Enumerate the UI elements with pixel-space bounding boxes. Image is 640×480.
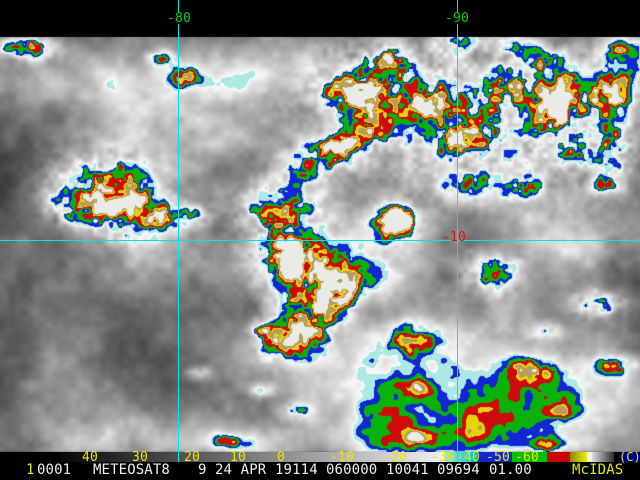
meridian-gridline [178,0,179,462]
colorbar-tick: 0 [277,450,286,465]
parallel-gridline [0,240,640,241]
image-id: 0001 [37,462,72,478]
status-field: 9 [198,462,207,478]
colorbar-tick: 20 [184,450,201,465]
parallel-label: -10 [442,230,467,245]
meridian-label: -80 [166,11,193,26]
colorbar-tick: -20 [383,450,408,465]
temperature-colorbar [0,452,640,462]
colorbar-tick: -60 [515,450,540,465]
status-field: 10041 [386,462,429,478]
status-field: 19114 [275,462,318,478]
colorbar-tick: -30 [431,450,456,465]
colorbar-tick: 40 [82,450,99,465]
colorbar-tick: -40 [456,450,481,465]
meridian-gridline [457,0,458,462]
colorbar-tick: -50 [486,450,511,465]
status-field: 24 APR [215,462,267,478]
frame-number: 1 [26,462,35,478]
satellite-name: METEOSAT8 [93,462,170,478]
colorbar-tick: 10 [230,450,247,465]
colorbar-unit-celsius: (C) [619,450,640,464]
colorbar-tick: -10 [330,450,355,465]
colorbar-tick: 30 [132,450,149,465]
meridian-label: -90 [444,11,471,26]
mcidas-brand: McIDAS [572,462,624,478]
status-field: 09694 [437,462,480,478]
status-field: 060000 [326,462,378,478]
status-field: 01.00 [489,462,532,478]
